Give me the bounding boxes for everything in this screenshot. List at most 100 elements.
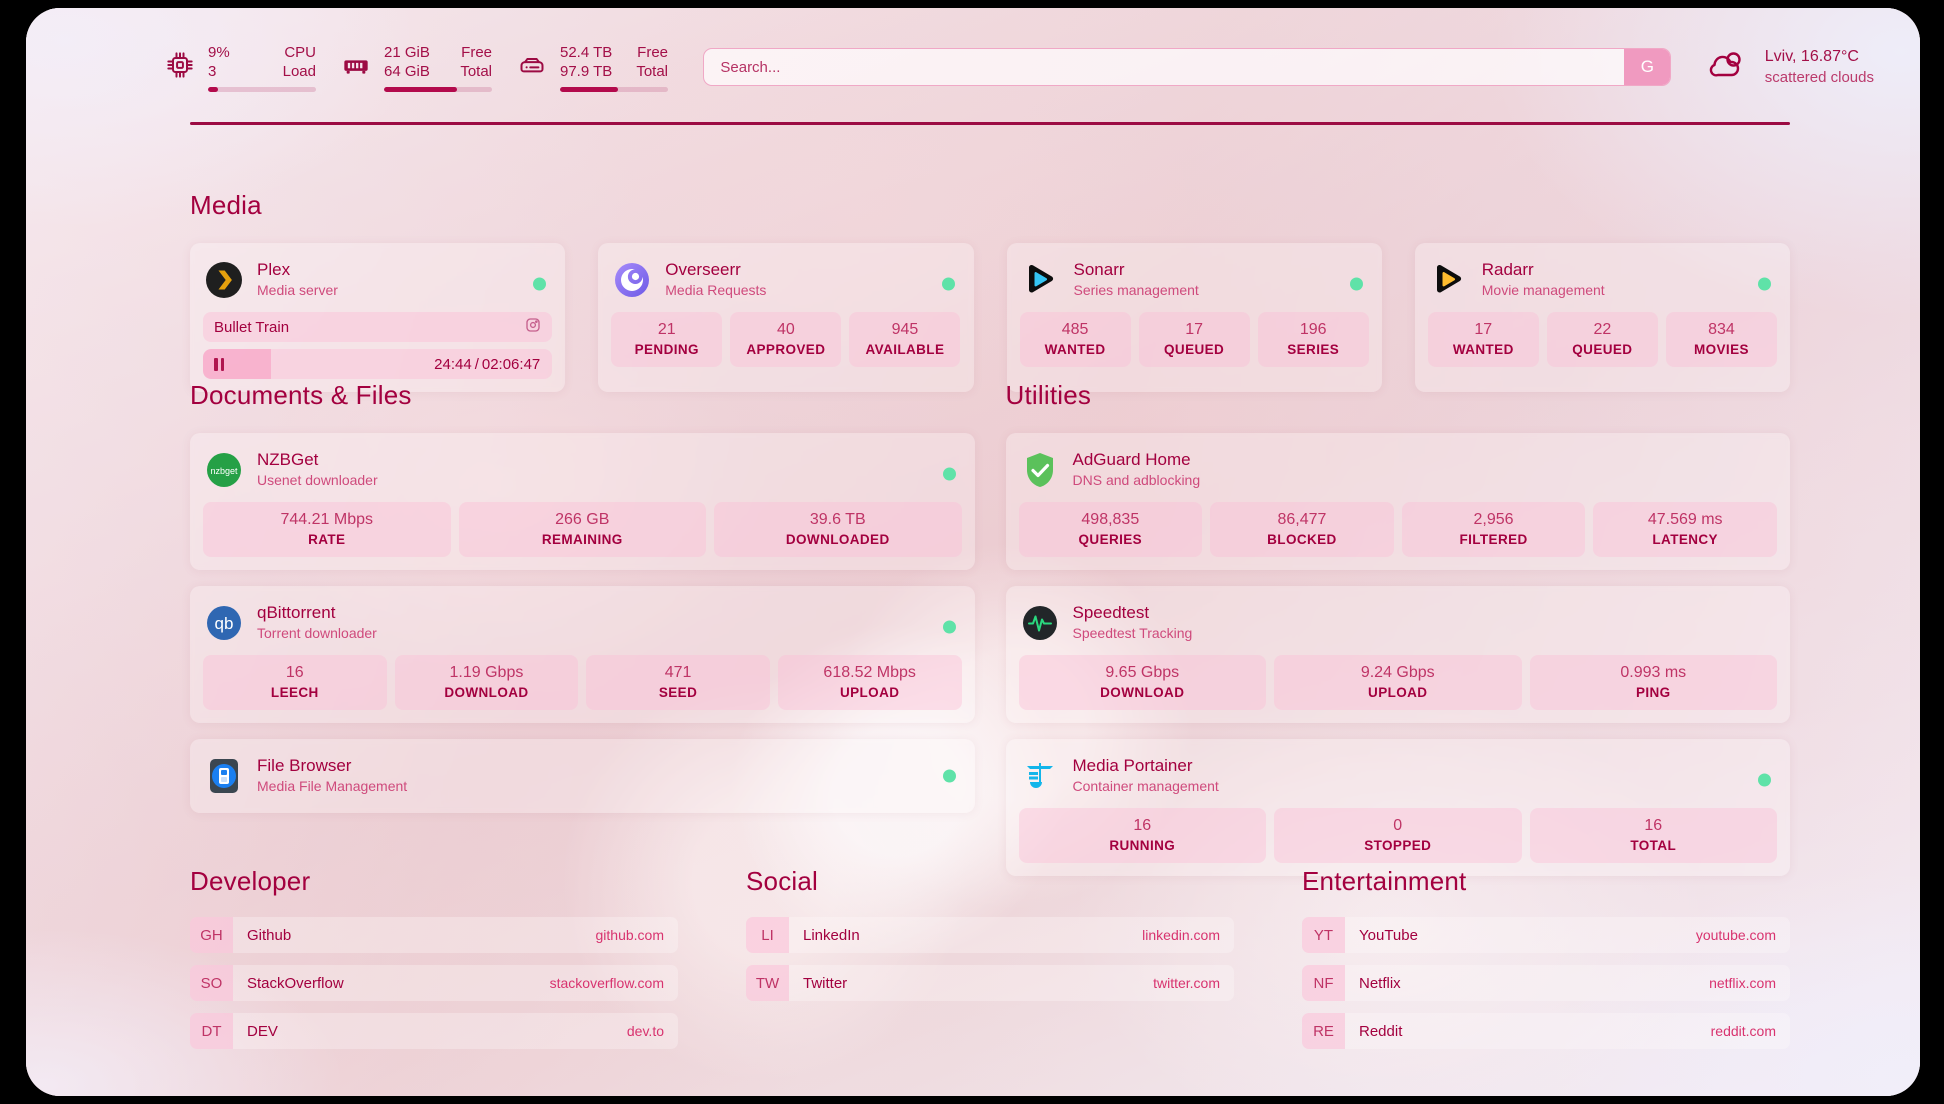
search-box[interactable]: G — [703, 48, 1672, 86]
stat-tile: 0 STOPPED — [1274, 808, 1522, 863]
qbittorrent-icon: qb — [205, 604, 243, 642]
service-name: AdGuard Home — [1072, 450, 1191, 469]
service-card-file-browser[interactable]: File Browser Media File Management — [190, 739, 975, 813]
link-url: youtube.com — [1695, 927, 1776, 943]
list-item[interactable]: LI LinkedIn linkedin.com — [746, 917, 1234, 953]
weather-widget[interactable]: Lviv, 16.87°C scattered clouds — [1707, 46, 1874, 88]
link-name: YouTube — [1359, 926, 1418, 944]
stat-value: 485 — [1061, 321, 1089, 338]
memory-label-bottom: Total — [460, 62, 492, 80]
service-card-sonarr[interactable]: Sonarr Series management 485 WANTED 17 Q… — [1006, 243, 1382, 392]
link-url: stackoverflow.com — [549, 975, 664, 991]
stat-tiles: 17 WANTED 22 QUEUED 834 MOVIES — [1427, 312, 1777, 367]
stat-tile: 618.52 Mbps UPLOAD — [777, 655, 962, 710]
stat-tile: 471 SEED — [586, 655, 770, 710]
status-indicator-online — [1349, 277, 1363, 290]
nzbget-icon: nzbget — [205, 451, 243, 489]
stat-label: TOTAL — [1630, 838, 1677, 853]
cast-icon[interactable] — [525, 317, 541, 338]
service-subtitle: Media Requests — [665, 282, 767, 298]
status-indicator-online — [941, 277, 955, 290]
header-bar: 9% 3 CPU Load — [26, 8, 1920, 126]
memory-usage-bar — [384, 86, 492, 92]
card-header: Radarr Movie management — [1428, 255, 1777, 312]
entertainment-link-list: YT YouTube youtube.com NF Netflix netfli… — [1302, 917, 1790, 1049]
link-abbreviation: TW — [746, 965, 789, 1001]
stat-value: 17 — [1474, 321, 1493, 338]
stat-tile: 16 LEECH — [203, 655, 387, 710]
list-item[interactable]: RE Reddit reddit.com — [1302, 1013, 1790, 1049]
stat-label: QUERIES — [1078, 532, 1143, 547]
status-indicator-online — [1758, 773, 1771, 786]
stat-value: 2,956 — [1473, 511, 1514, 528]
list-item[interactable]: TW Twitter twitter.com — [746, 965, 1234, 1001]
list-item[interactable]: DT DEV dev.to — [190, 1013, 678, 1049]
cpu-stat-block: 9% 3 CPU Load — [208, 43, 316, 92]
service-card-overseerr[interactable]: Overseerr Media Requests 21 PENDING 40 A… — [598, 243, 974, 392]
now-playing-title-row: Bullet Train — [203, 312, 553, 342]
service-card-speedtest[interactable]: Speedtest Speedtest Tracking 9.65 Gbps D… — [1005, 586, 1790, 723]
stat-tile: 86,477 BLOCKED — [1210, 502, 1394, 557]
service-card-radarr[interactable]: Radarr Movie management 17 WANTED 22 QUE… — [1414, 243, 1790, 392]
stat-tile: 39.6 TB DOWNLOADED — [714, 502, 962, 557]
stat-tile: 485 WANTED — [1019, 312, 1131, 367]
stat-label: RUNNING — [1109, 838, 1176, 853]
stat-value: 196 — [1299, 321, 1327, 338]
list-item[interactable]: GH Github github.com — [190, 917, 678, 953]
stat-label: UPLOAD — [1368, 685, 1428, 700]
memory-stat-block: 21 GiB 64 GiB Free Total — [384, 43, 492, 92]
stat-label: LEECH — [270, 685, 319, 700]
pause-icon[interactable] — [214, 357, 224, 371]
cpu-usage-bar — [208, 86, 316, 92]
stat-value: 1.19 Gbps — [449, 664, 524, 681]
link-abbreviation: NF — [1302, 965, 1345, 1001]
link-abbreviation: YT — [1302, 917, 1345, 953]
service-card-media-portainer[interactable]: Media Portainer Container management 16 … — [1005, 739, 1790, 876]
weather-text: Lviv, 16.87°C scattered clouds — [1765, 46, 1874, 88]
stat-tile: 16 TOTAL — [1529, 808, 1777, 863]
list-item[interactable]: NF Netflix netflix.com — [1302, 965, 1790, 1001]
adguard-icon — [1021, 451, 1059, 489]
search-engine-button[interactable]: G — [1624, 49, 1671, 85]
link-name: LinkedIn — [803, 926, 860, 944]
radarr-icon — [1430, 261, 1468, 299]
list-item[interactable]: YT YouTube youtube.com — [1302, 917, 1790, 953]
service-subtitle: Series management — [1073, 282, 1199, 298]
stat-label: LATENCY — [1652, 532, 1718, 547]
service-card-plex[interactable]: Plex Media server Bullet Train — [190, 243, 566, 392]
service-card-adguard-home[interactable]: AdGuard Home DNS and adblocking 498,835 … — [1005, 433, 1790, 570]
stat-value: 945 — [891, 321, 919, 338]
service-card-nzbget[interactable]: nzbget NZBGet Usenet downloader 74 — [190, 433, 975, 570]
stat-value: 744.21 Mbps — [280, 511, 373, 528]
list-item[interactable]: SO StackOverflow stackoverflow.com — [190, 965, 678, 1001]
service-card-qbittorrent[interactable]: qb qBittorrent Torrent downloader — [190, 586, 975, 723]
stat-value: 834 — [1708, 321, 1735, 338]
service-name: Sonarr — [1073, 260, 1125, 279]
link-abbreviation: LI — [746, 917, 789, 953]
stat-label: PENDING — [634, 342, 699, 357]
stat-value: 47.569 ms — [1647, 511, 1723, 528]
system-stat-cpu: 9% 3 CPU Load — [166, 43, 316, 92]
disk-label-bottom: Total — [636, 62, 668, 80]
card-title-group: qBittorrent Torrent downloader — [257, 602, 377, 643]
stat-value: 39.6 TB — [809, 511, 866, 528]
disk-value-top: 52.4 TB — [560, 43, 613, 61]
overseerr-icon — [613, 261, 651, 299]
stat-tile: 744.21 Mbps RATE — [203, 502, 451, 557]
cpu-label-bottom: Load — [282, 62, 316, 80]
stat-tile: 40 APPROVED — [730, 312, 842, 367]
card-header: Media Portainer Container management — [1019, 751, 1778, 808]
cpu-labels: CPU Load — [283, 43, 316, 81]
stat-value: 0 — [1393, 817, 1403, 834]
memory-icon — [342, 51, 370, 84]
stat-label: SERIES — [1287, 342, 1340, 357]
link-abbreviation: DT — [190, 1013, 233, 1049]
weather-description: scattered clouds — [1764, 69, 1874, 86]
social-section: Social LI LinkedIn linkedin.com TW Twitt… — [746, 866, 1234, 1049]
disk-labels: Free Total — [636, 43, 668, 81]
status-indicator-online — [942, 620, 956, 633]
stat-label: WANTED — [1452, 342, 1514, 357]
stat-label: FILTERED — [1459, 532, 1528, 547]
search-input[interactable] — [704, 49, 1625, 85]
now-playing-progress[interactable]: 24:44/02:06:47 — [203, 349, 553, 379]
